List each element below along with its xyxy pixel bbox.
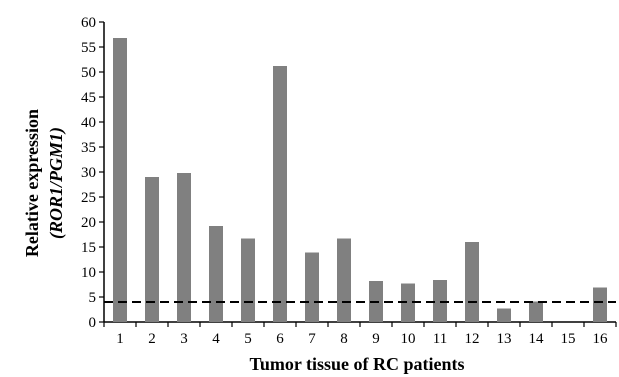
bar [273, 66, 287, 322]
y-tick-label: 10 [81, 265, 96, 281]
bar [465, 242, 479, 322]
bars [113, 38, 607, 322]
y-tick-label: 20 [81, 215, 96, 231]
x-tick-label: 1 [116, 331, 124, 347]
x-tick-label: 5 [244, 331, 252, 347]
bar [529, 301, 543, 322]
x-tick-label: 16 [593, 331, 609, 347]
y-tick-label: 15 [81, 240, 96, 256]
bar [209, 226, 223, 322]
bar [177, 173, 191, 322]
y-tick-label: 50 [81, 65, 96, 81]
bar [497, 308, 511, 322]
y-tick-label: 35 [81, 140, 96, 156]
y-tick-label: 30 [81, 165, 96, 181]
x-tick-label: 7 [308, 331, 316, 347]
x-tick-label: 4 [212, 331, 220, 347]
x-tick-label: 13 [497, 331, 512, 347]
y-axis-title-line2: (ROR1/PGM1) [46, 127, 67, 239]
bar [241, 238, 255, 322]
y-tick-label: 0 [89, 315, 97, 331]
x-tick-label: 12 [465, 331, 480, 347]
y-axis: 0 5 10 15 20 25 30 35 40 45 50 55 60 [81, 15, 105, 331]
x-tick-label: 10 [401, 331, 416, 347]
y-tick-label: 5 [89, 290, 97, 306]
y-tick-label: 55 [81, 40, 96, 56]
x-tick-label: 3 [180, 331, 188, 347]
bar [593, 287, 607, 322]
x-tick-label: 9 [372, 331, 380, 347]
y-tick-label: 40 [81, 115, 96, 131]
y-tick-label: 25 [81, 190, 96, 206]
bar [401, 283, 415, 322]
x-axis: 1 2 3 4 5 6 7 8 9 10 11 12 13 14 15 16 [103, 321, 617, 347]
y-tick-label: 45 [81, 90, 96, 106]
x-axis-title: Tumor tissue of RC patients [249, 354, 464, 374]
x-tick-label: 14 [529, 331, 545, 347]
x-tick-label: 2 [148, 331, 156, 347]
bar [305, 252, 319, 322]
x-tick-label: 15 [561, 331, 576, 347]
y-axis-title-line1: Relative expression [22, 109, 42, 257]
x-tick-label: 6 [276, 331, 284, 347]
y-tick-label: 60 [81, 15, 96, 31]
bar [113, 38, 127, 322]
bar [337, 238, 351, 322]
x-tick-label: 8 [340, 331, 348, 347]
x-tick-label: 11 [433, 331, 447, 347]
bar [145, 177, 159, 322]
